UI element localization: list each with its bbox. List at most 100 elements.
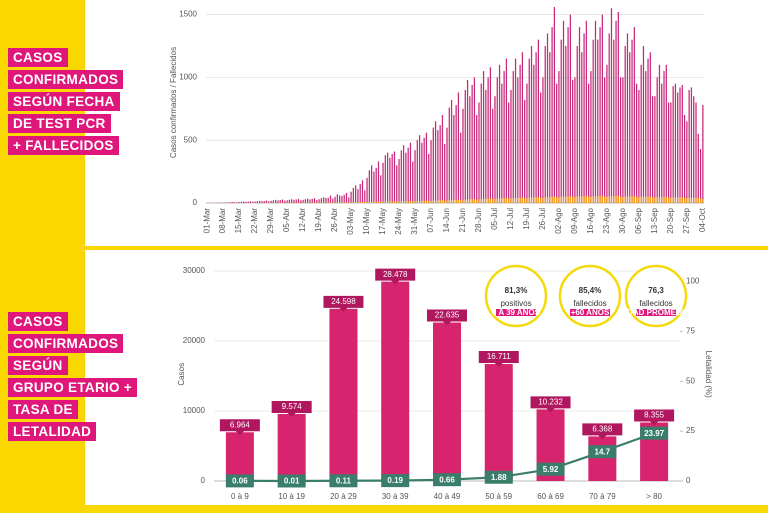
bar	[384, 201, 386, 203]
bar	[658, 197, 661, 203]
bar	[498, 64, 501, 203]
bar	[462, 199, 464, 203]
bar	[624, 196, 626, 203]
bar	[311, 202, 313, 203]
bar	[359, 184, 361, 203]
line-label-box	[588, 445, 617, 459]
bar	[247, 201, 249, 203]
bar	[585, 20, 587, 203]
bar	[640, 64, 642, 203]
bar	[597, 39, 599, 203]
bar	[535, 52, 537, 203]
bar	[430, 200, 432, 203]
bar	[517, 77, 519, 203]
bar	[366, 201, 368, 203]
chart-title: CASOS CONFIRMADOS SEGÚN GRUPO ETARIO + TASA …	[8, 310, 168, 442]
bar	[542, 77, 544, 203]
bar	[551, 196, 553, 203]
x-tick-label: 30-Ago	[618, 207, 627, 233]
title-line: CASOS	[8, 311, 68, 331]
bar	[398, 201, 400, 203]
bar	[368, 170, 370, 203]
bar	[546, 197, 549, 203]
bar	[553, 196, 555, 203]
bar	[407, 201, 409, 203]
bar	[501, 83, 503, 203]
bar	[556, 197, 558, 203]
title-line: GRUPO ETARIO +	[8, 377, 138, 397]
value-label: 24.598	[331, 297, 356, 306]
bar	[284, 200, 286, 203]
bar	[494, 96, 496, 203]
bar	[439, 200, 441, 203]
bar	[409, 142, 412, 203]
badge-caption: fallecidos	[573, 299, 606, 308]
bar	[441, 200, 444, 203]
x-tick-label: 28-Jun	[474, 208, 483, 232]
x-tick-label: 13-Sep	[650, 207, 659, 233]
bar	[313, 198, 316, 203]
bar	[496, 198, 498, 203]
x-tick-label: 27-Sep	[682, 207, 691, 233]
bar	[448, 199, 450, 203]
bar	[537, 196, 540, 203]
bar	[336, 194, 338, 203]
badge-tag-box	[570, 309, 610, 316]
bar	[524, 99, 526, 203]
bar	[604, 196, 606, 203]
bar	[590, 71, 592, 203]
bar	[352, 202, 354, 203]
x-tick-label: 17-May	[378, 208, 387, 235]
bar	[482, 199, 485, 203]
bar	[249, 201, 252, 203]
bar	[471, 199, 473, 203]
x-tick-label: 70 à 79	[589, 492, 616, 501]
bar	[432, 127, 434, 203]
bar	[569, 14, 571, 203]
bar	[355, 201, 357, 203]
bar	[428, 201, 430, 203]
bar	[471, 84, 473, 203]
bar	[286, 200, 288, 203]
title-line: DE TEST PCR	[8, 113, 111, 133]
bar	[537, 39, 540, 203]
bar	[382, 201, 384, 203]
bar	[391, 201, 393, 203]
panel-top	[85, 0, 768, 246]
bar	[334, 202, 336, 203]
bar	[695, 197, 697, 203]
bar	[412, 201, 414, 203]
badge	[558, 264, 622, 328]
bar	[512, 198, 514, 203]
x-tick-label: 14-Jun	[442, 208, 451, 232]
bar	[562, 20, 565, 203]
bar	[444, 200, 446, 203]
bar	[492, 108, 494, 203]
bar	[450, 99, 453, 203]
bar	[626, 196, 629, 203]
bar	[334, 196, 336, 203]
bar	[444, 143, 446, 203]
title-line: SEGÚN FECHA	[8, 91, 120, 111]
bar	[576, 196, 578, 203]
bar	[514, 198, 517, 203]
x-tick-label: 07-Jun	[426, 208, 435, 232]
bar	[386, 201, 389, 203]
bar	[357, 202, 359, 203]
badge-tag: +60 AÑOS	[571, 308, 610, 317]
bar	[484, 364, 513, 481]
bar	[229, 202, 231, 203]
bar	[635, 83, 638, 203]
bar	[562, 196, 565, 203]
bar	[512, 71, 514, 203]
bar	[574, 197, 576, 203]
bar	[243, 201, 245, 203]
bar	[254, 201, 256, 203]
bar	[469, 96, 471, 203]
bar	[291, 202, 293, 203]
bar	[581, 52, 583, 203]
bar	[263, 200, 265, 203]
x-tick-label: 01-Mar	[202, 208, 211, 234]
x-tick-label: 10 à 19	[278, 492, 305, 501]
line-label: 14.7	[595, 447, 611, 456]
